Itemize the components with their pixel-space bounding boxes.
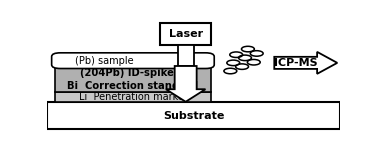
Bar — [54, 67, 211, 92]
FancyBboxPatch shape — [52, 53, 214, 68]
Text: Laser: Laser — [169, 29, 203, 39]
Polygon shape — [166, 66, 206, 102]
Polygon shape — [274, 52, 337, 74]
Bar — [178, 45, 194, 66]
Bar — [160, 23, 211, 45]
Text: Substrate: Substrate — [163, 111, 225, 121]
Text: Li  Penetration marker: Li Penetration marker — [79, 92, 187, 102]
Text: (204Pb) ID-spike +
Bi  Correction standard: (204Pb) ID-spike + Bi Correction standar… — [67, 68, 198, 91]
Text: ICP-MS: ICP-MS — [274, 58, 318, 68]
Bar — [47, 102, 340, 129]
Bar — [175, 66, 197, 89]
Text: (Pb) sample: (Pb) sample — [75, 56, 134, 66]
Bar — [54, 92, 211, 102]
